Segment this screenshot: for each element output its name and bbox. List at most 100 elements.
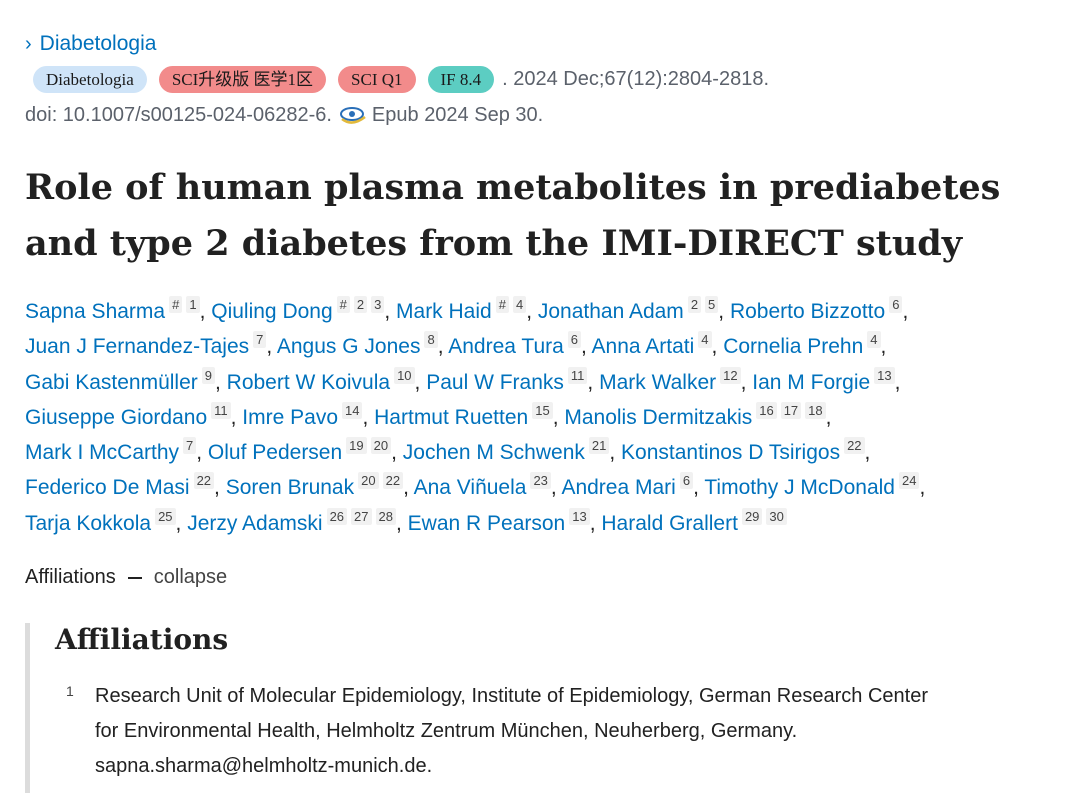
citation-line: Diabetologia SCI升级版 医学1区 SCI Q1 IF 8.4 .… <box>33 66 769 93</box>
journal-link[interactable]: › Diabetologia <box>25 32 156 56</box>
affiliation-ref[interactable]: 6 <box>567 331 582 349</box>
affiliation-ref[interactable]: 24 <box>898 472 920 490</box>
author-link[interactable]: Andrea Tura <box>448 335 564 359</box>
epub-date: Epub 2024 Sep 30. <box>371 104 544 126</box>
affiliation-ref[interactable]: 13 <box>874 366 895 384</box>
author-link[interactable]: Mark Haid <box>396 300 492 323</box>
affiliation-ref[interactable]: 22 <box>193 472 215 490</box>
author-link[interactable]: Imre Pavo <box>242 405 338 429</box>
sci-quartile-badge[interactable]: SCI Q1 <box>338 66 416 93</box>
affiliation-ref[interactable]: 6 <box>679 472 694 490</box>
author-link[interactable]: Federico De Masi <box>25 476 190 500</box>
affiliation-ref[interactable]: 26 <box>326 507 348 525</box>
affiliation-ref[interactable]: 11 <box>567 366 588 384</box>
affiliation-ref[interactable]: 18 <box>805 401 826 419</box>
affiliation-ref[interactable]: 9 <box>201 366 215 384</box>
author-link[interactable]: Harald Grallert <box>601 511 738 535</box>
affiliation-ref[interactable]: 10 <box>394 366 415 384</box>
author-link[interactable]: Tarja Kokkola <box>25 511 152 535</box>
citation-text: . 2024 Dec;67(12):2804-2818. <box>502 68 769 90</box>
affiliation-ref[interactable]: 25 <box>155 507 176 525</box>
affiliation-ref[interactable]: 17 <box>780 401 802 419</box>
equal-contribution-mark: # <box>495 296 509 313</box>
author-link[interactable]: Manolis Dermitzakis <box>564 405 753 429</box>
affiliation-ref[interactable]: 16 <box>756 401 777 419</box>
author-link[interactable]: Robert W Koivula <box>226 370 391 394</box>
affiliation-ref[interactable]: 4 <box>512 296 527 313</box>
equal-contribution-mark: # <box>336 296 350 313</box>
affiliation-ref[interactable]: 19 <box>346 437 367 455</box>
author-link[interactable]: Oluf Pedersen <box>207 441 343 465</box>
author-link[interactable]: Soren Brunak <box>225 476 355 500</box>
doi-line: doi: 10.1007/s00125-024-06282-6. Epub 20… <box>25 104 543 127</box>
affiliation-ref[interactable]: 7 <box>253 331 267 349</box>
author-link[interactable]: Cornelia Prehn <box>723 335 864 359</box>
affiliation-ref[interactable]: 4 <box>698 331 712 349</box>
author-link[interactable]: Jochen M Schwenk <box>402 441 585 465</box>
affiliation-ref[interactable]: 1 <box>186 296 200 313</box>
sci-rank-badge[interactable]: SCI升级版 医学1区 <box>158 66 327 93</box>
affiliation-ref[interactable]: 7 <box>183 437 197 455</box>
author-link[interactable]: Juan J Fernandez-Tajes <box>25 335 250 359</box>
affiliation-ref[interactable]: 13 <box>569 507 590 525</box>
author-link[interactable]: Paul W Franks <box>426 370 564 394</box>
affiliation-ref[interactable]: 29 <box>741 507 763 525</box>
author-link[interactable]: Ewan R Pearson <box>407 511 566 535</box>
author-link[interactable]: Hartmut Ruetten <box>374 405 529 429</box>
affiliations-toggle[interactable]: Affiliations collapse <box>25 566 227 589</box>
affiliation-ref[interactable]: 20 <box>358 472 379 490</box>
minus-icon <box>127 576 142 579</box>
affiliation-ref[interactable]: 22 <box>844 437 865 455</box>
affiliation-ref[interactable]: 20 <box>370 437 392 455</box>
journal-badge[interactable]: Diabetologia <box>33 66 147 93</box>
author-link[interactable]: Jonathan Adam <box>537 300 684 323</box>
affiliation-ref[interactable]: 28 <box>375 507 396 525</box>
affiliation-ref[interactable]: 14 <box>342 401 363 419</box>
affiliation-ref[interactable]: 11 <box>211 401 231 419</box>
affiliation-ref[interactable]: 30 <box>766 507 787 525</box>
chevron-right-icon: › <box>25 33 32 55</box>
affiliation-ref[interactable]: 5 <box>705 296 719 313</box>
affiliation-ref[interactable]: 22 <box>382 472 404 490</box>
epub-icon[interactable] <box>338 105 368 127</box>
affiliation-ref[interactable]: 3 <box>371 296 385 313</box>
collapse-label[interactable]: collapse <box>153 566 228 588</box>
affiliation-email: sapna.sharma@helmholtz-munich.de. <box>95 755 433 777</box>
author-link[interactable]: Andrea Mari <box>561 476 676 500</box>
affiliation-ref[interactable]: 4 <box>867 331 881 349</box>
article-title: Role of human plasma metabolites in pred… <box>25 167 1001 264</box>
author-link[interactable]: Roberto Bizzotto <box>729 300 886 323</box>
affiliation-text: Research Unit of Molecular Epidemiology,… <box>95 679 1070 784</box>
author-link[interactable]: Konstantinos D Tsirigos <box>621 441 841 465</box>
author-link[interactable]: Jerzy Adamski <box>187 511 323 535</box>
affiliation-number: 1 <box>66 683 74 699</box>
affiliations-heading: Affiliations <box>55 623 229 656</box>
affiliation-ref[interactable]: 6 <box>889 296 903 313</box>
author-link[interactable]: Ana Viñuela <box>413 476 527 500</box>
affiliation-ref[interactable]: 2 <box>353 296 368 313</box>
impact-factor-badge[interactable]: IF 8.4 <box>427 66 495 93</box>
author-link[interactable]: Gabi Kastenmüller <box>25 370 198 394</box>
doi-text: doi: 10.1007/s00125-024-06282-6. <box>25 104 332 126</box>
author-link[interactable]: Qiuling Dong <box>211 300 333 323</box>
affiliation-ref[interactable]: 15 <box>532 401 553 419</box>
affiliation-ref[interactable]: 21 <box>588 437 610 455</box>
author-link[interactable]: Sapna Sharma <box>25 300 166 323</box>
author-link[interactable]: Giuseppe Giordano <box>25 405 208 429</box>
affiliation-ref[interactable]: 12 <box>720 366 741 384</box>
affiliation-ref[interactable]: 23 <box>530 472 551 490</box>
journal-link-label: Diabetologia <box>39 32 157 55</box>
affiliation-ref[interactable]: 27 <box>351 507 372 525</box>
affiliations-toggle-label: Affiliations <box>25 566 116 588</box>
affiliation-ref[interactable]: 2 <box>687 296 702 313</box>
author-link[interactable]: Mark Walker <box>599 370 717 394</box>
affiliation-ref[interactable]: 8 <box>424 331 438 349</box>
author-link[interactable]: Ian M Forgie <box>752 370 871 394</box>
equal-contribution-mark: # <box>169 296 183 313</box>
author-link[interactable]: Anna Artati <box>591 335 695 359</box>
affiliation-line: for Environmental Health, Helmholtz Zent… <box>95 720 798 742</box>
author-link[interactable]: Angus G Jones <box>276 335 421 359</box>
author-link[interactable]: Timothy J McDonald <box>704 476 895 500</box>
author-link[interactable]: Mark I McCarthy <box>25 441 180 465</box>
affiliations-panel: Affiliations 1 Research Unit of Molecula… <box>25 623 1070 793</box>
